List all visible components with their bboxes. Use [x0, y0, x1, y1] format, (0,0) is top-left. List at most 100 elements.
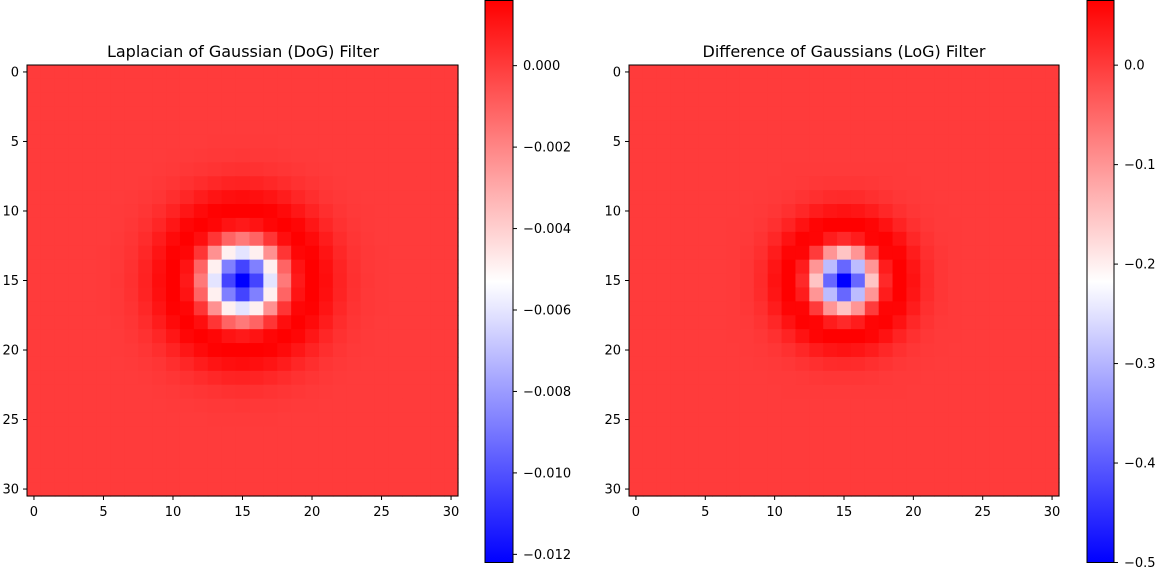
heatmap-cell	[124, 468, 139, 483]
heatmap-cell	[263, 315, 278, 330]
heatmap-cell	[221, 148, 237, 163]
heatmap-cell	[850, 92, 866, 108]
heatmap-cell	[54, 162, 70, 177]
heatmap-cell	[388, 162, 403, 177]
heatmap-cell	[318, 217, 334, 233]
heatmap-cell	[753, 273, 769, 289]
heatmap-cell	[1045, 343, 1060, 358]
heatmap-cell	[712, 92, 727, 108]
heatmap-cell	[110, 176, 125, 191]
heatmap-cell	[961, 287, 977, 302]
heatmap-cell	[402, 287, 417, 302]
heatmap-cell	[138, 482, 153, 497]
heatmap-cell	[193, 231, 209, 247]
heatmap-cell	[152, 78, 167, 94]
heatmap-cell	[68, 301, 84, 316]
heatmap-cell	[249, 120, 264, 136]
heatmap-cell	[920, 356, 935, 372]
heatmap-cell	[878, 217, 894, 233]
heatmap-cell	[726, 468, 741, 483]
heatmap-cell	[642, 190, 658, 205]
heatmap-cell	[40, 356, 56, 372]
heatmap-cell	[249, 273, 264, 289]
heatmap-cell	[152, 398, 167, 414]
heatmap-cell	[444, 370, 459, 386]
heatmap-cell	[906, 384, 921, 400]
heatmap-cell	[629, 440, 644, 455]
heatmap-cell	[360, 370, 376, 386]
colorbar-tick-label: −0.3	[1124, 357, 1156, 372]
heatmap-cell	[68, 204, 84, 219]
heatmap-cell	[96, 273, 112, 289]
heatmap-cell	[934, 398, 949, 414]
heatmap-cell	[332, 190, 348, 205]
heatmap-cell	[795, 273, 810, 289]
heatmap-cell	[809, 106, 824, 122]
heatmap-cell	[54, 329, 70, 344]
heatmap-cell	[1031, 454, 1046, 469]
heatmap-cell	[837, 231, 852, 247]
heatmap-cell	[402, 412, 417, 428]
heatmap-cell	[374, 176, 390, 191]
heatmap-cell	[850, 273, 866, 289]
heatmap-cell	[878, 162, 894, 177]
heatmap-cell	[1045, 482, 1060, 497]
heatmap-cell	[767, 106, 783, 122]
heatmap-cell	[430, 204, 445, 219]
heatmap-cell	[864, 204, 880, 219]
heatmap-cell	[388, 190, 403, 205]
y-tick-label: 5	[11, 135, 19, 150]
heatmap-cell	[40, 440, 56, 455]
heatmap-cell	[850, 412, 866, 428]
heatmap-cell	[166, 120, 181, 136]
heatmap-cell	[975, 78, 991, 94]
heatmap-cell	[934, 92, 949, 108]
heatmap-cell	[753, 65, 769, 80]
heatmap-cell	[110, 78, 125, 94]
heatmap-cell	[712, 231, 727, 247]
heatmap-cell	[878, 190, 894, 205]
heatmap-cell	[277, 398, 292, 414]
heatmap-cell	[892, 301, 908, 316]
heatmap-cell	[642, 78, 658, 94]
y-tick-label: 5	[613, 135, 621, 150]
heatmap-cell	[68, 245, 84, 261]
heatmap-cell	[906, 204, 921, 219]
heatmap-cell	[989, 176, 1005, 191]
heatmap-cell	[179, 190, 195, 205]
heatmap-cell	[124, 384, 139, 400]
heatmap-cell	[430, 92, 445, 108]
heatmap-cell	[152, 231, 167, 247]
heatmap-cell	[152, 176, 167, 191]
heatmap-cell	[850, 468, 866, 483]
heatmap-cell	[305, 245, 320, 261]
heatmap-cell	[629, 398, 644, 414]
heatmap-cell	[698, 190, 713, 205]
heatmap-cell	[152, 454, 167, 469]
heatmap-cell	[670, 65, 686, 80]
heatmap-cell	[1031, 343, 1046, 358]
heatmap-cell	[96, 148, 112, 163]
heatmap-cell	[221, 315, 237, 330]
heatmap-cell	[249, 92, 264, 108]
heatmap-cell	[360, 426, 376, 441]
heatmap-cell	[152, 468, 167, 483]
heatmap-cell	[27, 370, 42, 386]
heatmap-cell	[878, 370, 894, 386]
heatmap-cell	[54, 78, 70, 94]
heatmap-cell	[402, 468, 417, 483]
heatmap-cell	[795, 92, 810, 108]
heatmap-cell	[179, 356, 195, 372]
heatmap-cell	[249, 315, 264, 330]
heatmap-cell	[82, 398, 98, 414]
heatmap-cell	[753, 370, 769, 386]
heatmap-cell	[235, 120, 251, 136]
heatmap-cell	[388, 92, 403, 108]
heatmap-cell	[416, 301, 431, 316]
heatmap-cell	[878, 176, 894, 191]
heatmap-cell	[1031, 482, 1046, 497]
heatmap-cell	[670, 301, 686, 316]
heatmap-cell	[684, 176, 699, 191]
heatmap-cell	[207, 384, 223, 400]
heatmap-cell	[684, 245, 699, 261]
